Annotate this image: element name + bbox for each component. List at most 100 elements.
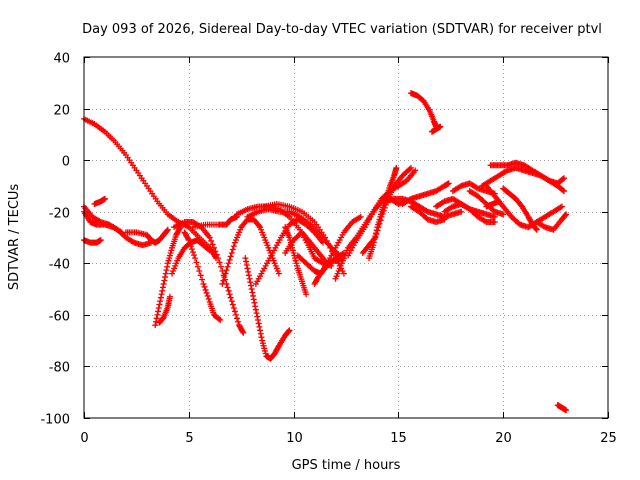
data-point-marker [226,256,233,263]
data-point-marker [303,291,310,298]
data-point-marker [232,311,239,318]
series-arc-05 [91,195,108,207]
data-point-marker [199,276,206,283]
data-point-marker [491,219,498,226]
data-point-marker [252,306,259,313]
y-tick-label: -80 [49,361,70,376]
data-point-marker [558,203,565,210]
data-point-marker [194,263,201,270]
grid-lines [84,57,608,418]
data-point-marker [229,246,236,253]
data-point-marker [227,294,234,301]
data-point-marker [97,237,104,244]
x-axis-label: GPS time / hours [292,458,401,473]
data-point-marker [373,230,380,237]
series-arc-29 [407,203,448,226]
data-point-marker [197,272,204,279]
data-point-marker [370,239,377,246]
data-point-marker [164,226,171,233]
series-arc-13 [219,216,282,287]
data-point-marker [219,268,226,275]
data-point-marker [251,299,258,306]
data-point-marker [158,291,165,298]
data-point-marker [191,252,198,259]
data-point-marker [216,316,223,323]
data-point-marker [393,164,400,171]
data-point-marker [563,211,570,218]
data-point-marker [496,198,503,205]
x-tick-label: 10 [286,431,303,446]
data-point-marker [208,237,215,244]
series-arc-24 [345,167,419,259]
data-point-marker [372,233,379,240]
data-point-marker [560,188,567,195]
series-arc-41 [533,211,570,233]
data-point-marker [252,303,259,310]
data-point-marker [286,327,293,334]
data-point-marker [206,234,213,241]
data-point-marker [412,167,419,174]
data-point-marker [200,280,207,287]
data-point-marker [250,296,257,303]
data-point-marker [327,244,334,251]
data-point-marker [217,317,224,324]
data-point-marker [230,243,237,250]
data-point-marker [458,208,465,215]
data-point-marker [370,242,377,249]
data-point-marker [325,241,332,248]
data-point-marker [192,255,199,262]
data-point-marker [155,308,162,315]
series-arc-20 [282,224,310,298]
series-arc-08 [156,293,173,326]
series-arc-38 [483,182,565,231]
data-point-marker [244,265,251,272]
data-point-marker [201,283,208,290]
data-point-marker [491,213,498,220]
data-point-marker [407,164,414,171]
data-point-marker [189,249,196,256]
data-point-marker [229,301,236,308]
data-point-marker [162,270,169,277]
series-arc-28 [399,180,452,207]
data-point-marker [193,259,200,266]
x-tick-label: 25 [600,431,617,446]
series-arc-07 [152,224,184,329]
data-point-marker [560,175,567,182]
data-point-marker [215,255,222,262]
data-point-marker [275,344,282,351]
series-arc-11 [181,229,224,324]
data-point-marker [101,195,108,202]
data-point-marker [437,123,444,130]
data-point-marker [373,227,380,234]
data-point-marker [163,267,170,274]
data-point-marker [247,279,254,286]
series-arc-10 [171,219,247,336]
data-point-marker [322,234,329,241]
series-arc-40 [483,198,503,210]
data-point-marker [243,258,250,265]
y-tick-label: 40 [53,52,70,67]
series-arc-31 [428,123,444,135]
data-point-marker [247,282,254,289]
plot-area-border [83,56,609,419]
data-markers [81,90,570,414]
data-point-marker [206,247,213,254]
data-point-marker [227,253,234,260]
data-point-marker [155,304,162,311]
data-point-marker [213,251,220,258]
data-point-marker [559,176,566,183]
y-tick-label: 20 [53,104,70,119]
data-point-marker [205,295,212,302]
data-point-marker [230,304,237,311]
data-point-marker [209,241,216,248]
data-point-marker [533,225,540,232]
series-arc-14 [242,255,293,362]
data-point-marker [219,280,226,287]
data-point-marker [220,277,227,284]
data-point-marker [196,268,203,275]
data-point-marker [242,255,249,262]
data-point-marker [275,270,282,277]
data-point-marker [202,286,209,293]
data-point-marker [162,274,169,281]
data-point-marker [156,301,163,308]
